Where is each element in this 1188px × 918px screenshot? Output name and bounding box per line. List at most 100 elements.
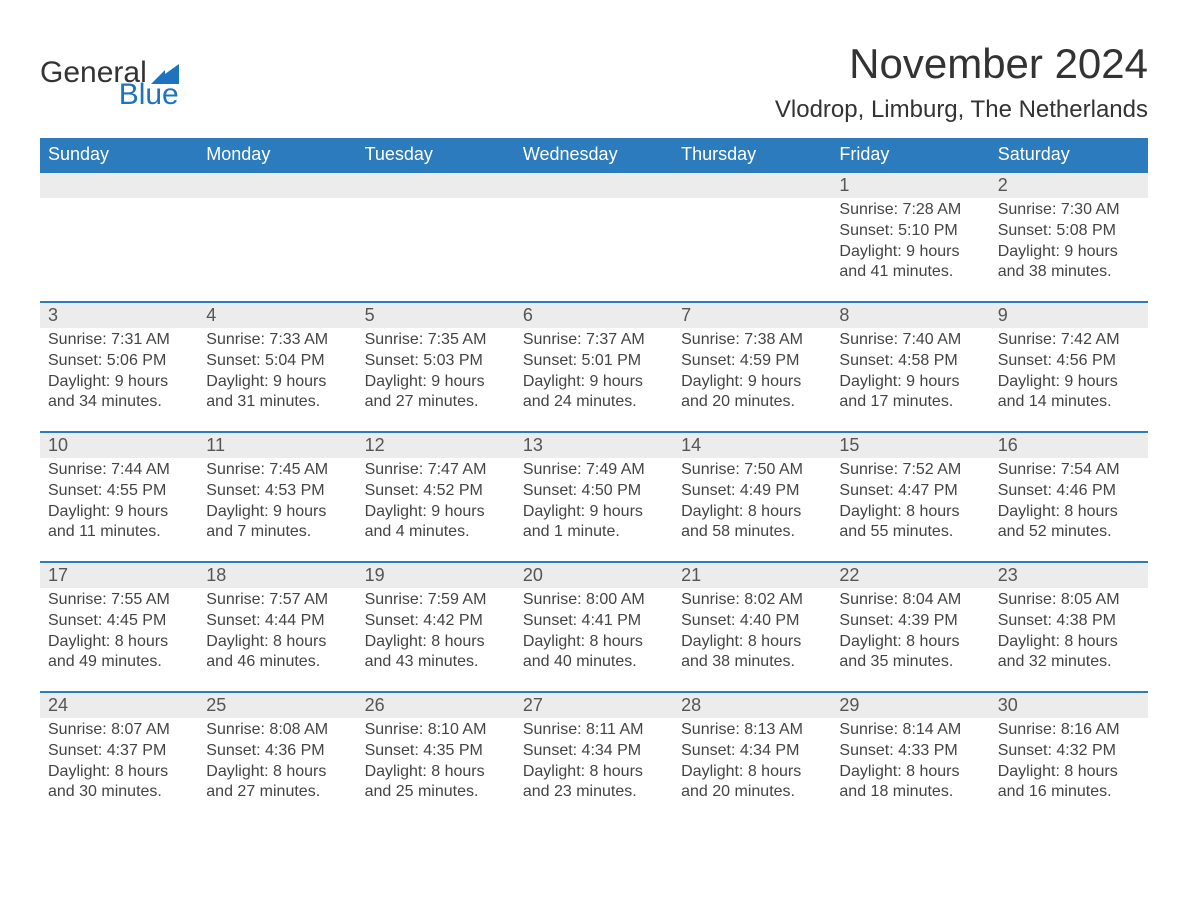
day-number: 8 bbox=[831, 303, 989, 328]
day-cell: 22Sunrise: 8:04 AMSunset: 4:39 PMDayligh… bbox=[831, 563, 989, 691]
day-sunrise: Sunrise: 7:35 AM bbox=[365, 330, 507, 351]
weekday-header: Monday bbox=[198, 138, 356, 171]
day-number: 27 bbox=[515, 693, 673, 718]
day-number bbox=[198, 173, 356, 198]
day-number: 7 bbox=[673, 303, 831, 328]
day-sunset: Sunset: 4:39 PM bbox=[839, 611, 981, 632]
day-sunrise: Sunrise: 8:16 AM bbox=[998, 720, 1140, 741]
day-daylight2: and 4 minutes. bbox=[365, 522, 507, 543]
day-number bbox=[357, 173, 515, 198]
day-body: Sunrise: 8:05 AMSunset: 4:38 PMDaylight:… bbox=[990, 588, 1148, 677]
day-daylight1: Daylight: 9 hours bbox=[523, 372, 665, 393]
day-number: 1 bbox=[831, 173, 989, 198]
day-daylight1: Daylight: 8 hours bbox=[48, 762, 190, 783]
day-sunset: Sunset: 4:44 PM bbox=[206, 611, 348, 632]
day-sunset: Sunset: 5:10 PM bbox=[839, 221, 981, 242]
day-number: 21 bbox=[673, 563, 831, 588]
day-sunset: Sunset: 4:42 PM bbox=[365, 611, 507, 632]
location: Vlodrop, Limburg, The Netherlands bbox=[775, 96, 1148, 124]
day-daylight2: and 30 minutes. bbox=[48, 782, 190, 803]
day-sunset: Sunset: 4:59 PM bbox=[681, 351, 823, 372]
day-daylight2: and 41 minutes. bbox=[839, 262, 981, 283]
day-daylight2: and 43 minutes. bbox=[365, 652, 507, 673]
day-number: 12 bbox=[357, 433, 515, 458]
day-daylight2: and 7 minutes. bbox=[206, 522, 348, 543]
week-row: 3Sunrise: 7:31 AMSunset: 5:06 PMDaylight… bbox=[40, 301, 1148, 431]
day-daylight2: and 49 minutes. bbox=[48, 652, 190, 673]
flag-icon bbox=[151, 64, 179, 84]
day-cell: 5Sunrise: 7:35 AMSunset: 5:03 PMDaylight… bbox=[357, 303, 515, 431]
day-body: Sunrise: 8:10 AMSunset: 4:35 PMDaylight:… bbox=[357, 718, 515, 807]
day-daylight1: Daylight: 9 hours bbox=[48, 502, 190, 523]
day-daylight1: Daylight: 9 hours bbox=[839, 372, 981, 393]
day-cell: 4Sunrise: 7:33 AMSunset: 5:04 PMDaylight… bbox=[198, 303, 356, 431]
day-sunrise: Sunrise: 7:44 AM bbox=[48, 460, 190, 481]
day-body: Sunrise: 7:55 AMSunset: 4:45 PMDaylight:… bbox=[40, 588, 198, 677]
day-number: 29 bbox=[831, 693, 989, 718]
weekday-header: Thursday bbox=[673, 138, 831, 171]
day-sunset: Sunset: 5:06 PM bbox=[48, 351, 190, 372]
day-daylight1: Daylight: 9 hours bbox=[839, 242, 981, 263]
day-daylight1: Daylight: 8 hours bbox=[839, 502, 981, 523]
day-sunrise: Sunrise: 8:00 AM bbox=[523, 590, 665, 611]
day-cell: 14Sunrise: 7:50 AMSunset: 4:49 PMDayligh… bbox=[673, 433, 831, 561]
day-sunrise: Sunrise: 8:10 AM bbox=[365, 720, 507, 741]
day-sunrise: Sunrise: 7:54 AM bbox=[998, 460, 1140, 481]
day-sunrise: Sunrise: 7:30 AM bbox=[998, 200, 1140, 221]
day-daylight1: Daylight: 8 hours bbox=[998, 502, 1140, 523]
day-cell bbox=[357, 173, 515, 301]
day-daylight2: and 38 minutes. bbox=[681, 652, 823, 673]
day-number: 14 bbox=[673, 433, 831, 458]
day-number: 25 bbox=[198, 693, 356, 718]
day-daylight1: Daylight: 9 hours bbox=[998, 372, 1140, 393]
day-sunset: Sunset: 4:53 PM bbox=[206, 481, 348, 502]
day-number: 10 bbox=[40, 433, 198, 458]
day-sunset: Sunset: 4:58 PM bbox=[839, 351, 981, 372]
day-cell bbox=[673, 173, 831, 301]
day-body: Sunrise: 8:08 AMSunset: 4:36 PMDaylight:… bbox=[198, 718, 356, 807]
day-body: Sunrise: 8:00 AMSunset: 4:41 PMDaylight:… bbox=[515, 588, 673, 677]
day-sunset: Sunset: 4:34 PM bbox=[681, 741, 823, 762]
day-body: Sunrise: 7:33 AMSunset: 5:04 PMDaylight:… bbox=[198, 328, 356, 417]
day-number: 6 bbox=[515, 303, 673, 328]
weekday-header: Sunday bbox=[40, 138, 198, 171]
page-header: General Blue November 2024 Vlodrop, Limb… bbox=[40, 40, 1148, 124]
day-sunrise: Sunrise: 7:33 AM bbox=[206, 330, 348, 351]
day-number: 18 bbox=[198, 563, 356, 588]
day-cell: 1Sunrise: 7:28 AMSunset: 5:10 PMDaylight… bbox=[831, 173, 989, 301]
day-sunset: Sunset: 4:41 PM bbox=[523, 611, 665, 632]
day-sunrise: Sunrise: 7:59 AM bbox=[365, 590, 507, 611]
day-daylight2: and 46 minutes. bbox=[206, 652, 348, 673]
day-sunrise: Sunrise: 7:38 AM bbox=[681, 330, 823, 351]
day-body: Sunrise: 7:52 AMSunset: 4:47 PMDaylight:… bbox=[831, 458, 989, 547]
day-daylight2: and 16 minutes. bbox=[998, 782, 1140, 803]
day-sunset: Sunset: 5:04 PM bbox=[206, 351, 348, 372]
day-body: Sunrise: 7:35 AMSunset: 5:03 PMDaylight:… bbox=[357, 328, 515, 417]
day-body: Sunrise: 7:49 AMSunset: 4:50 PMDaylight:… bbox=[515, 458, 673, 547]
day-cell: 29Sunrise: 8:14 AMSunset: 4:33 PMDayligh… bbox=[831, 693, 989, 821]
calendar-grid: Sunday Monday Tuesday Wednesday Thursday… bbox=[40, 138, 1148, 821]
day-body: Sunrise: 8:02 AMSunset: 4:40 PMDaylight:… bbox=[673, 588, 831, 677]
day-number: 20 bbox=[515, 563, 673, 588]
week-row: 17Sunrise: 7:55 AMSunset: 4:45 PMDayligh… bbox=[40, 561, 1148, 691]
day-cell: 30Sunrise: 8:16 AMSunset: 4:32 PMDayligh… bbox=[990, 693, 1148, 821]
weekday-header-row: Sunday Monday Tuesday Wednesday Thursday… bbox=[40, 138, 1148, 171]
day-sunrise: Sunrise: 7:40 AM bbox=[839, 330, 981, 351]
day-number: 30 bbox=[990, 693, 1148, 718]
day-daylight1: Daylight: 9 hours bbox=[206, 372, 348, 393]
day-sunset: Sunset: 4:46 PM bbox=[998, 481, 1140, 502]
day-cell: 28Sunrise: 8:13 AMSunset: 4:34 PMDayligh… bbox=[673, 693, 831, 821]
day-cell bbox=[198, 173, 356, 301]
day-daylight1: Daylight: 9 hours bbox=[206, 502, 348, 523]
day-number: 3 bbox=[40, 303, 198, 328]
day-body: Sunrise: 8:07 AMSunset: 4:37 PMDaylight:… bbox=[40, 718, 198, 807]
day-sunrise: Sunrise: 7:55 AM bbox=[48, 590, 190, 611]
day-sunset: Sunset: 4:56 PM bbox=[998, 351, 1140, 372]
day-daylight2: and 35 minutes. bbox=[839, 652, 981, 673]
day-daylight1: Daylight: 9 hours bbox=[48, 372, 190, 393]
day-daylight2: and 25 minutes. bbox=[365, 782, 507, 803]
day-daylight2: and 20 minutes. bbox=[681, 782, 823, 803]
day-number: 9 bbox=[990, 303, 1148, 328]
logo-text-blue: Blue bbox=[119, 80, 179, 110]
day-body: Sunrise: 7:50 AMSunset: 4:49 PMDaylight:… bbox=[673, 458, 831, 547]
